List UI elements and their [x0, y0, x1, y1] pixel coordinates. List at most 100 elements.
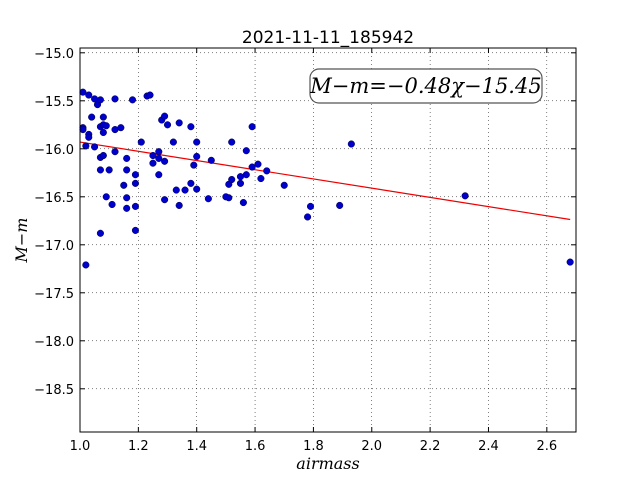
y-tick-label: −16.0 — [34, 143, 74, 158]
data-point — [79, 126, 87, 134]
data-point — [149, 151, 157, 160]
data-point — [91, 143, 99, 151]
plot-frame — [79, 47, 577, 433]
data-point — [228, 138, 236, 146]
data-point — [187, 179, 195, 187]
data-point — [169, 138, 177, 146]
data-point — [105, 166, 113, 174]
data-point — [248, 123, 256, 131]
data-point — [161, 196, 169, 204]
data-point — [336, 201, 344, 209]
data-point — [123, 194, 131, 202]
data-point — [131, 226, 139, 234]
chart-title: 2021-11-11_185942 — [242, 28, 414, 48]
data-point — [82, 261, 90, 269]
data-point — [99, 128, 107, 137]
data-point — [96, 96, 104, 104]
data-point — [242, 171, 250, 179]
data-point — [193, 138, 201, 146]
data-point — [163, 121, 172, 129]
data-point — [172, 186, 180, 194]
data-point — [566, 258, 574, 266]
y-tick-label: −18.0 — [34, 335, 74, 350]
data-point — [123, 204, 131, 212]
data-point — [137, 138, 145, 146]
data-point — [347, 140, 355, 148]
data-point — [161, 112, 169, 120]
y-tick-label: −17.0 — [34, 239, 74, 254]
data-point — [190, 161, 198, 169]
data-point — [131, 179, 139, 187]
data-point — [131, 171, 139, 179]
data-point — [239, 199, 247, 207]
data-point — [263, 167, 271, 175]
x-axis-label: airmass — [296, 454, 359, 473]
x-tick-label: 2.2 — [420, 439, 441, 454]
y-tick-label: −15.5 — [34, 95, 74, 110]
data-point — [193, 152, 201, 161]
data-point — [304, 213, 312, 221]
fit-line — [79, 141, 571, 221]
data-point — [193, 185, 201, 193]
data-point — [85, 133, 93, 141]
data-point — [175, 119, 183, 127]
y-axis-label: M−m — [12, 218, 31, 264]
data-point — [85, 91, 93, 99]
fit-equation-box: M−m=−0.48χ−15.45 — [309, 68, 543, 104]
y-tick-label: −15.0 — [34, 47, 74, 62]
y-tick-label: −18.5 — [34, 383, 74, 398]
data-point — [248, 163, 256, 171]
axis-ticks: 1.0 1.2 1.4 1.6 1.8 2.0 2.2 2.4 2.6 −15.0 −15.5 −16… — [34, 47, 576, 454]
data-point — [207, 156, 215, 164]
fit-layer — [79, 141, 571, 221]
data-point — [254, 160, 262, 168]
data-point — [82, 142, 90, 150]
data-point — [242, 147, 250, 155]
x-tick-label: 2.4 — [478, 439, 499, 454]
data-point — [102, 122, 110, 130]
data-point — [108, 200, 116, 209]
data-point — [111, 148, 119, 156]
data-point — [117, 124, 125, 132]
x-tick-label: 1.6 — [245, 439, 266, 454]
data-point — [111, 95, 119, 103]
x-tick-label: 2.0 — [361, 439, 382, 454]
data-point — [128, 96, 137, 104]
data-point — [306, 202, 315, 210]
data-point — [155, 154, 163, 162]
data-point — [123, 154, 131, 162]
data-point — [96, 166, 104, 174]
data-point — [131, 202, 139, 210]
data-point — [155, 171, 163, 179]
data-point — [99, 151, 107, 160]
data-point — [102, 193, 110, 201]
data-point — [175, 201, 183, 209]
data-point — [187, 123, 195, 131]
x-tick-label: 1.0 — [70, 439, 91, 454]
x-tick-label: 2.6 — [536, 439, 557, 454]
data-point — [120, 181, 128, 189]
x-tick-label: 1.4 — [186, 439, 207, 454]
fit-equation-frame — [309, 68, 543, 104]
x-tick-label: 1.8 — [303, 439, 324, 454]
data-point — [257, 175, 265, 183]
x-tick-label: 1.2 — [128, 439, 149, 454]
data-point — [146, 91, 154, 99]
data-point — [181, 186, 189, 194]
data-point — [461, 192, 469, 200]
data-point — [88, 113, 96, 121]
data-point — [204, 195, 212, 203]
data-points — [79, 88, 574, 269]
data-point — [161, 157, 169, 165]
y-tick-label: −17.5 — [34, 287, 74, 302]
data-point — [79, 88, 87, 96]
data-point — [280, 181, 288, 189]
data-point — [123, 166, 131, 174]
data-point — [236, 179, 245, 187]
y-tick-label: −16.5 — [34, 191, 74, 206]
data-point — [225, 194, 233, 202]
data-point — [228, 175, 236, 184]
data-point — [99, 113, 107, 121]
plot-area — [80, 48, 576, 432]
